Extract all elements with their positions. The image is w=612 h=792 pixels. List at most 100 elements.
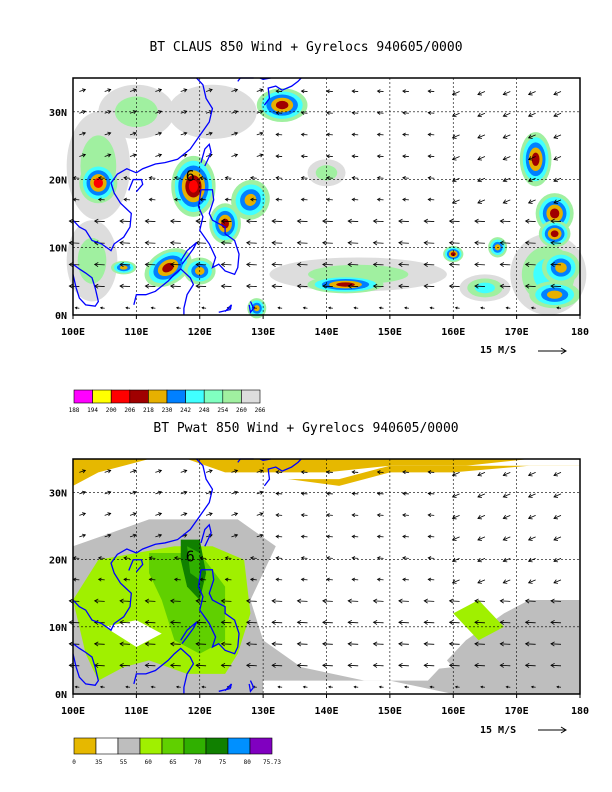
wind-vector-head bbox=[296, 641, 302, 647]
wind-vector-head bbox=[277, 306, 281, 310]
wind-vector bbox=[79, 470, 86, 473]
wind-vector-head bbox=[474, 240, 479, 246]
wind-vector-head bbox=[402, 577, 406, 582]
wind-vector-head bbox=[125, 685, 129, 689]
wind-vector-head bbox=[553, 579, 559, 584]
wind-vector bbox=[301, 112, 308, 114]
top-x-tick-label: 180 bbox=[571, 327, 589, 338]
wind-vector bbox=[124, 198, 131, 201]
wind-vector-head bbox=[502, 536, 508, 541]
wind-vector bbox=[528, 199, 536, 204]
wind-vector-head bbox=[259, 131, 264, 136]
wind-vector-head bbox=[322, 240, 327, 246]
wind-vector bbox=[553, 493, 562, 498]
wind-vector bbox=[272, 643, 283, 645]
wind-vector-head bbox=[372, 641, 378, 647]
coastline bbox=[133, 647, 195, 694]
wind-vector-head bbox=[208, 88, 213, 93]
wind-vector-head bbox=[454, 685, 458, 689]
wind-vector-head bbox=[402, 89, 406, 94]
wind-vector-head bbox=[132, 533, 137, 538]
wind-vector bbox=[377, 578, 384, 581]
cloud-cell bbox=[275, 100, 289, 110]
wind-vector bbox=[477, 91, 486, 95]
wind-vector bbox=[377, 557, 384, 559]
wind-vector bbox=[553, 112, 562, 117]
wind-vector bbox=[225, 557, 232, 559]
wind-vector bbox=[477, 536, 486, 541]
colorbar-swatch bbox=[92, 389, 112, 404]
wind-vector bbox=[373, 643, 384, 645]
wind-vector-head bbox=[132, 88, 137, 93]
wind-vector bbox=[276, 493, 283, 495]
wind-vector bbox=[449, 600, 460, 602]
wind-vector bbox=[256, 491, 263, 495]
wind-vector-head bbox=[502, 177, 508, 183]
wind-vector bbox=[129, 110, 137, 114]
bottom-panel-title: BT Pwat 850 Wind + Gyrelocs 940605/0000 bbox=[153, 421, 459, 436]
wind-vector-head bbox=[93, 598, 99, 604]
wind-vector-head bbox=[499, 663, 505, 668]
wind-vector-head bbox=[505, 306, 509, 310]
wind-vector-head bbox=[296, 240, 302, 246]
wind-vector bbox=[424, 263, 435, 266]
wind-vector bbox=[428, 493, 435, 495]
wind-vector bbox=[120, 621, 131, 624]
wind-vector-head bbox=[93, 620, 99, 625]
wind-vector-head bbox=[480, 306, 484, 310]
wind-vector-head bbox=[347, 218, 352, 224]
cloud-cell bbox=[336, 282, 355, 287]
wind-vector-head bbox=[553, 493, 559, 498]
wind-vector-head bbox=[148, 175, 153, 180]
wind-vector bbox=[225, 198, 232, 201]
wind-vector-head bbox=[351, 175, 356, 180]
wind-vector-head bbox=[183, 110, 188, 114]
wind-vector-head bbox=[175, 306, 179, 310]
wind-vector-head bbox=[119, 218, 124, 224]
pwat-region-70 bbox=[187, 546, 200, 580]
wind-vector-head bbox=[132, 131, 137, 136]
wind-vector bbox=[73, 557, 80, 559]
wind-vector-head bbox=[169, 283, 175, 289]
wind-vector-head bbox=[527, 557, 533, 563]
top-x-tick-label: 150E bbox=[378, 327, 402, 338]
wind-vector bbox=[297, 664, 308, 667]
wind-vector-head bbox=[82, 131, 87, 136]
wind-vector bbox=[500, 621, 511, 624]
wind-vector bbox=[528, 515, 536, 519]
pwat-region-60-east bbox=[453, 600, 504, 641]
wind-vector-head bbox=[195, 598, 200, 604]
colorbar-label: 0 bbox=[72, 759, 76, 766]
wind-vector bbox=[402, 471, 409, 473]
wind-vector-head bbox=[376, 89, 381, 94]
wind-vector bbox=[205, 470, 213, 473]
wind-vector-head bbox=[259, 533, 264, 538]
wind-vector-head bbox=[427, 470, 432, 475]
wind-vector-head bbox=[402, 491, 406, 496]
wind-vector bbox=[200, 578, 207, 581]
wind-vector bbox=[301, 177, 308, 179]
wind-vector-head bbox=[82, 512, 87, 517]
wind-vector-head bbox=[208, 469, 213, 474]
wind-vector-head bbox=[195, 262, 200, 267]
wind-vector-head bbox=[234, 110, 239, 114]
wind-vector bbox=[200, 198, 207, 201]
wind-vector bbox=[196, 263, 207, 266]
wind-vector-head bbox=[97, 175, 102, 180]
wind-vector bbox=[553, 156, 562, 160]
top-x-tick-label: 110E bbox=[124, 327, 148, 338]
top-wind-vectors bbox=[68, 88, 562, 310]
wind-vector-head bbox=[402, 132, 406, 137]
wind-vector-head bbox=[530, 306, 534, 310]
wind-vector bbox=[553, 515, 562, 519]
wind-vector bbox=[180, 513, 187, 516]
wind-vector-head bbox=[477, 199, 482, 204]
wind-vector bbox=[231, 491, 238, 495]
wind-vector bbox=[79, 132, 86, 136]
wind-vector bbox=[474, 263, 485, 266]
wind-vector bbox=[301, 535, 308, 538]
wind-vector-head bbox=[68, 620, 74, 625]
wind-vector-head bbox=[477, 177, 482, 183]
top-gridlines bbox=[73, 78, 580, 315]
